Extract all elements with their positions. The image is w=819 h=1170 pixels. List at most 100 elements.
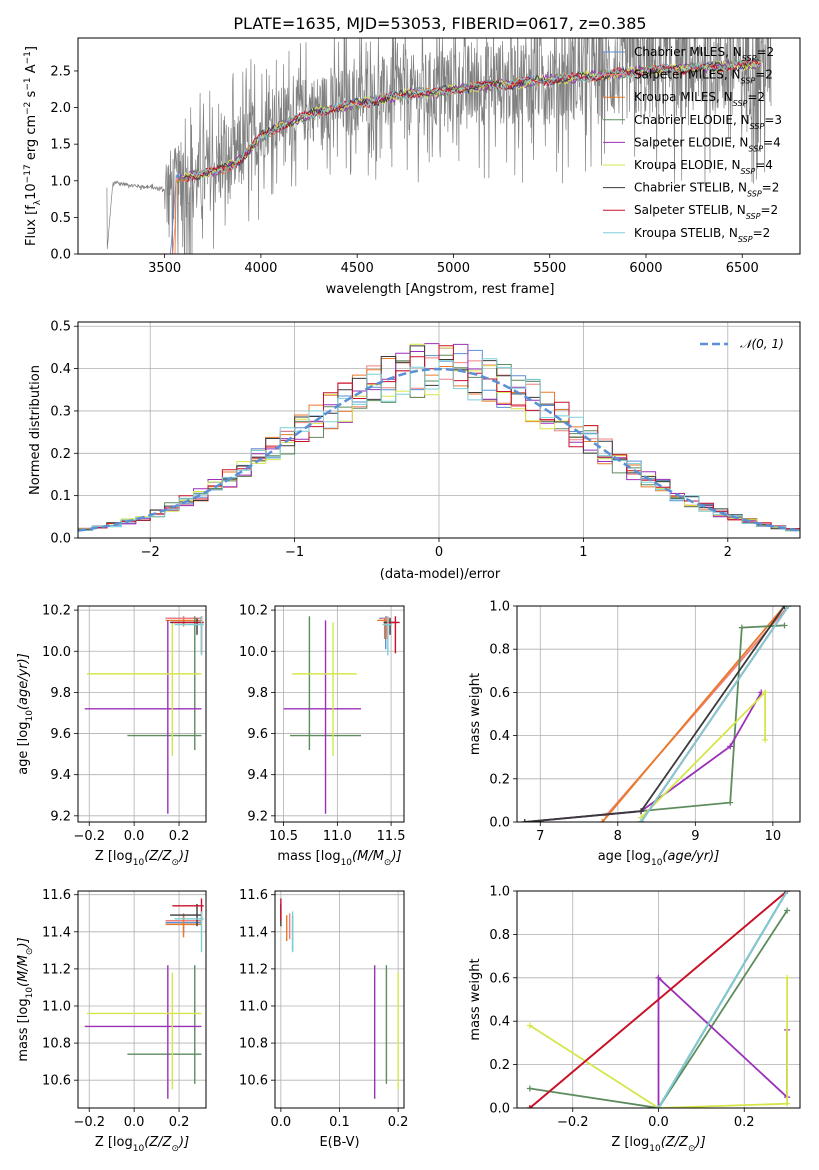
legend: Chabrier MILES, NSSP=2 Salpeter MILES, NS… [603, 45, 782, 243]
grid [78, 606, 206, 822]
plot-area [84, 898, 204, 1099]
weight-marker [762, 736, 769, 743]
x-tick-label: 0.2 [169, 1115, 190, 1130]
axes-frame [77, 605, 207, 823]
weight-line [529, 891, 788, 1108]
y-tick-label: 0.8 [489, 928, 510, 943]
x-tick-label: 0.0 [124, 1115, 145, 1130]
y-tick-label: 9.4 [50, 768, 71, 783]
y-axis-label: mass [log10(M/M⊙)] [16, 937, 35, 1061]
legend-entry: Chabrier STELIB, NSSP=2 [634, 181, 779, 199]
y-tick-label: 0.5 [50, 320, 71, 335]
y-tick-label: 0.6 [489, 686, 510, 701]
y-tick-label: 0.0 [489, 1102, 510, 1117]
y-tick-label: 9.8 [50, 686, 71, 701]
y-tick-label: 0.4 [489, 1015, 510, 1030]
x-axis-label: mass [log10(M/M⊙)] [277, 849, 401, 868]
y-tick-label: 10.6 [42, 1074, 71, 1089]
model-line [188, 59, 761, 181]
y-tick-label: 0.0 [489, 816, 510, 831]
x-tick-label: 11.5 [377, 829, 406, 844]
y-tick-label: 1.0 [50, 174, 71, 189]
x-tick-label: 11.0 [323, 829, 352, 844]
y-tick-label: 9.2 [247, 809, 268, 824]
weight-marker [655, 1105, 662, 1108]
y-tick-label: 11.6 [42, 888, 71, 903]
grid [275, 606, 404, 822]
y-tick-label: 0.1 [50, 489, 71, 504]
x-tick-label: 0.0 [271, 1115, 292, 1130]
plot-area [521, 606, 792, 822]
y-tick-label: 11.0 [239, 999, 268, 1014]
y-axis-label: Normed distribution [28, 365, 43, 495]
weight-marker [638, 808, 645, 815]
y-tick-label: 11.2 [239, 962, 268, 977]
x-tick-label: 0.1 [329, 1115, 350, 1130]
plot-area [526, 891, 791, 1108]
y-tick-label: 0.4 [50, 362, 71, 377]
y-tick-label: 11.0 [42, 999, 71, 1014]
weight-marker [526, 1085, 533, 1092]
legend-entry: Salpeter MILES, NSSP=2 [634, 68, 773, 86]
weight-line [601, 606, 786, 822]
weight-marker [784, 1100, 791, 1107]
y-tick-label: 10.8 [239, 1037, 268, 1052]
figure-title: PLATE=1635, MJD=53053, FIBERID=0617, z=0… [233, 14, 646, 33]
y-tick-label: 10.2 [239, 604, 268, 619]
x-tick-label: −1 [285, 545, 304, 560]
weight-marker [526, 1105, 533, 1108]
weight-marker [785, 606, 792, 609]
legend-entry: 𝒩(0, 1) [740, 337, 784, 351]
axes-frame [516, 605, 801, 823]
weight-marker [599, 819, 606, 822]
plot-area [78, 343, 800, 532]
y-tick-label: 10.8 [42, 1037, 71, 1052]
x-tick-label: 3500 [148, 261, 181, 276]
y-axis-label: age [log10(age/yr)] [16, 653, 35, 775]
y-tick-label: 10.0 [239, 645, 268, 660]
plot-area [106, 38, 772, 254]
y-tick-label: 0.2 [50, 447, 71, 462]
weight-line [657, 891, 788, 1108]
weight-marker [655, 974, 662, 981]
plot-age-vs-Z: −0.2 0.0 0.2 9.2 9.4 9.6 9.8 10.0 10.2 Z [log10(Z… [16, 604, 207, 868]
x-tick-label: 2 [724, 545, 732, 560]
y-tick-label: 0.0 [50, 248, 71, 263]
y-tick-label: 1.0 [489, 885, 510, 900]
y-tick-label: 9.6 [50, 727, 71, 742]
y-tick-label: 9.8 [247, 686, 268, 701]
x-tick-label: 0.2 [734, 1115, 755, 1130]
gaussian-curve [78, 367, 800, 532]
weight-marker [784, 907, 791, 914]
weight-marker [784, 891, 791, 894]
x-tick-label: 7 [536, 829, 544, 844]
y-tick-label: 11.4 [42, 925, 71, 940]
axes-frame [77, 321, 801, 539]
histogram-step [78, 358, 800, 531]
plot-spectrum: 3500 4000 4500 5000 5500 6000 6500 0.0 0.5 1.0 1.5… [23, 37, 801, 297]
legend-entry: Kroupa STELIB, NSSP=2 [634, 226, 770, 244]
plot-weight-vs-Z: −0.2 0.0 0.2 0.0 0.2 0.4 0.6 0.8 1.0 Z [log10(Z/Z… [468, 885, 801, 1154]
y-tick-label: 0.5 [50, 211, 71, 226]
y-tick-label: 11.4 [239, 925, 268, 940]
y-tick-label: 10.0 [42, 645, 71, 660]
y-tick-label: 1.5 [50, 138, 71, 153]
y-tick-label: 0.0 [50, 532, 71, 547]
x-axis-label: E(B-V) [319, 1135, 359, 1150]
y-tick-label: 0.2 [489, 772, 510, 787]
weight-line [529, 910, 788, 1108]
y-tick-label: 0.6 [489, 971, 510, 986]
weight-marker [727, 743, 734, 750]
y-tick-label: 9.2 [50, 809, 71, 824]
x-tick-label: −0.2 [73, 829, 105, 844]
y-tick-label: 0.3 [50, 404, 71, 419]
axes-frame [77, 890, 207, 1109]
y-axis-label: mass weight [468, 673, 483, 755]
y-tick-label: 2.5 [50, 64, 71, 79]
weight-line [640, 606, 790, 822]
weight-marker [781, 606, 788, 609]
weight-marker [727, 799, 734, 806]
x-axis-label: Z [log10(Z/Z⊙)] [95, 1135, 189, 1154]
plot-area [283, 616, 400, 814]
